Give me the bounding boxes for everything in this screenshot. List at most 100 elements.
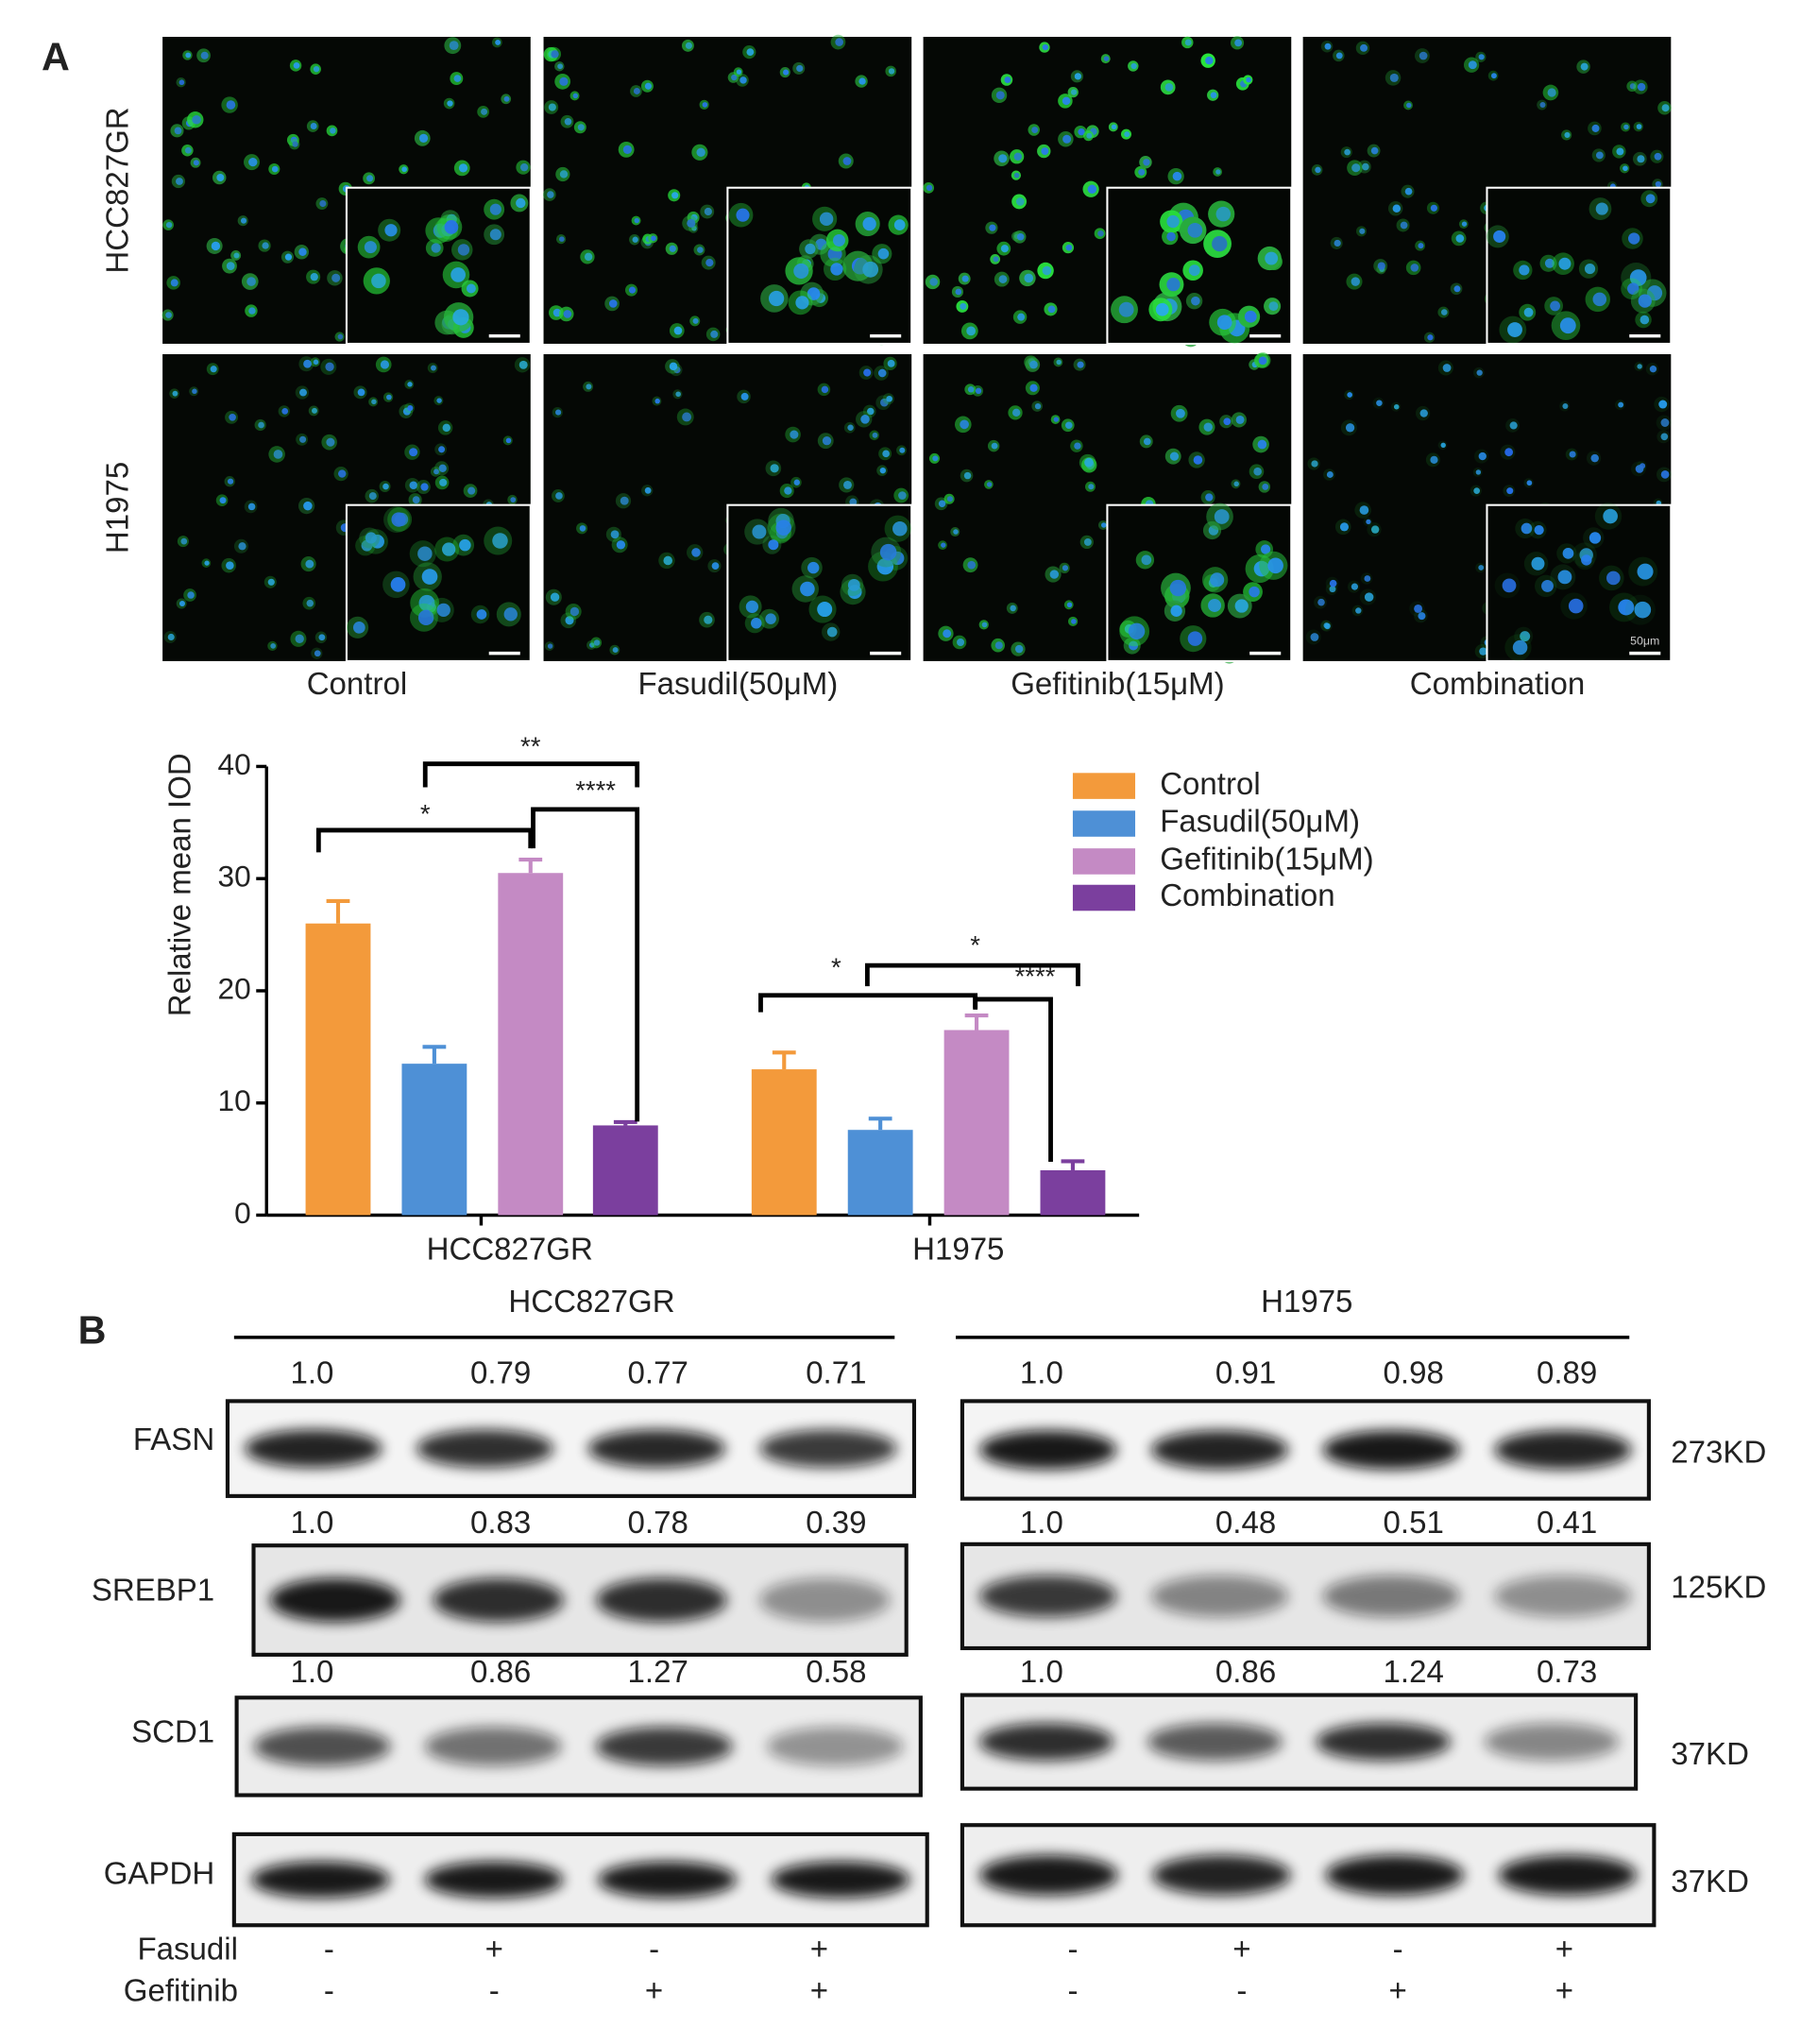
nucleus bbox=[926, 184, 933, 192]
nucleus bbox=[298, 247, 307, 256]
nucleus bbox=[1618, 599, 1635, 616]
micrograph bbox=[543, 353, 913, 662]
nucleus bbox=[1628, 232, 1640, 245]
treatment-sign: - bbox=[1393, 1933, 1403, 1967]
nucleus bbox=[1558, 257, 1572, 270]
nucleus bbox=[226, 561, 234, 570]
ratio-label: 0.51 bbox=[1384, 1506, 1444, 1541]
ratio-label: 0.39 bbox=[806, 1506, 866, 1541]
nucleus bbox=[1078, 128, 1085, 136]
nucleus bbox=[1205, 493, 1214, 502]
nucleus bbox=[303, 501, 313, 511]
nucleus bbox=[1547, 88, 1556, 97]
nucleus bbox=[1490, 73, 1497, 79]
nucleus bbox=[1406, 102, 1412, 109]
size-label: 37KD bbox=[1671, 1865, 1749, 1899]
treatment-sign: + bbox=[645, 1974, 663, 2009]
nucleus bbox=[442, 542, 456, 556]
nucleus bbox=[439, 478, 448, 486]
nucleus bbox=[1404, 187, 1413, 196]
nucleus bbox=[1074, 442, 1081, 450]
nucleus bbox=[989, 224, 996, 231]
nucleus bbox=[1640, 315, 1650, 325]
blot-band bbox=[424, 1727, 562, 1766]
nucleus bbox=[867, 407, 875, 416]
nucleus bbox=[1056, 359, 1062, 366]
error-bar bbox=[964, 1013, 989, 1031]
nucleus bbox=[338, 469, 347, 478]
nucleus bbox=[1544, 258, 1555, 268]
nucleus bbox=[752, 524, 767, 539]
micrograph bbox=[923, 352, 1293, 664]
nucleus bbox=[313, 359, 319, 366]
nucleus bbox=[1569, 451, 1576, 458]
nucleus bbox=[467, 486, 476, 495]
treatment-sign: - bbox=[489, 1974, 500, 2009]
bar bbox=[751, 1069, 817, 1216]
treatment-sign: - bbox=[324, 1974, 334, 2009]
nucleus bbox=[1188, 264, 1200, 277]
nucleus bbox=[998, 154, 1008, 163]
nucleus bbox=[932, 455, 939, 462]
column-label: Fasudil(50μM) bbox=[637, 667, 838, 702]
nucleus bbox=[1344, 148, 1351, 156]
nucleus bbox=[569, 606, 580, 617]
nucleus bbox=[1084, 457, 1094, 468]
nucleus bbox=[746, 48, 755, 56]
nucleus bbox=[1523, 307, 1534, 317]
nucleus bbox=[628, 286, 637, 294]
nucleus bbox=[1649, 366, 1657, 373]
panel-label: B bbox=[78, 1309, 107, 1353]
nucleus bbox=[170, 279, 178, 287]
nucleus bbox=[1187, 222, 1203, 238]
nucleus bbox=[303, 359, 312, 368]
treatment-sign: + bbox=[1389, 1974, 1407, 2009]
nucleus bbox=[1253, 467, 1262, 476]
nucleus bbox=[842, 157, 852, 165]
nucleus bbox=[651, 235, 656, 242]
nucleus bbox=[1654, 152, 1662, 161]
nucleus bbox=[262, 242, 269, 249]
nucleus bbox=[305, 559, 314, 569]
nucleus bbox=[691, 548, 701, 557]
nucleus bbox=[632, 236, 638, 243]
inset-bg bbox=[1486, 503, 1673, 662]
nucleus bbox=[178, 79, 185, 86]
nucleus bbox=[1637, 82, 1646, 92]
nucleus bbox=[267, 578, 275, 586]
nucleus bbox=[620, 496, 629, 505]
nucleus bbox=[1364, 575, 1371, 582]
nucleus bbox=[1637, 563, 1654, 580]
nucleus bbox=[993, 256, 999, 263]
nucleus bbox=[1143, 437, 1151, 446]
inset-bg bbox=[345, 503, 532, 662]
nucleus bbox=[736, 208, 750, 222]
nucleus bbox=[685, 42, 692, 49]
blot-band bbox=[1322, 1430, 1460, 1470]
nucleus bbox=[438, 446, 446, 453]
ratio-label: 0.86 bbox=[470, 1655, 531, 1690]
error-bar bbox=[1061, 1159, 1085, 1170]
nucleus bbox=[248, 307, 256, 315]
nucleus bbox=[281, 407, 289, 415]
nucleus bbox=[1339, 522, 1350, 532]
treatment-sign: - bbox=[649, 1933, 659, 1967]
nucleus bbox=[800, 581, 815, 597]
nucleus bbox=[1389, 73, 1399, 82]
nucleus bbox=[1419, 51, 1428, 60]
nucleus bbox=[1427, 334, 1434, 341]
y-tick-label: 0 bbox=[234, 1196, 251, 1230]
nucleus bbox=[417, 546, 433, 561]
scale-bar-label: 50μm bbox=[1630, 635, 1659, 648]
nucleus bbox=[167, 633, 175, 641]
significance-bracket bbox=[973, 996, 1053, 1163]
nucleus bbox=[1360, 43, 1368, 52]
nucleus bbox=[548, 103, 556, 111]
nucleus bbox=[986, 482, 993, 487]
nucleus bbox=[858, 77, 866, 85]
nucleus bbox=[1064, 421, 1073, 430]
blot-band bbox=[269, 1577, 401, 1623]
nucleus bbox=[433, 468, 439, 475]
nucleus bbox=[1442, 364, 1452, 372]
nucleus bbox=[888, 68, 895, 75]
